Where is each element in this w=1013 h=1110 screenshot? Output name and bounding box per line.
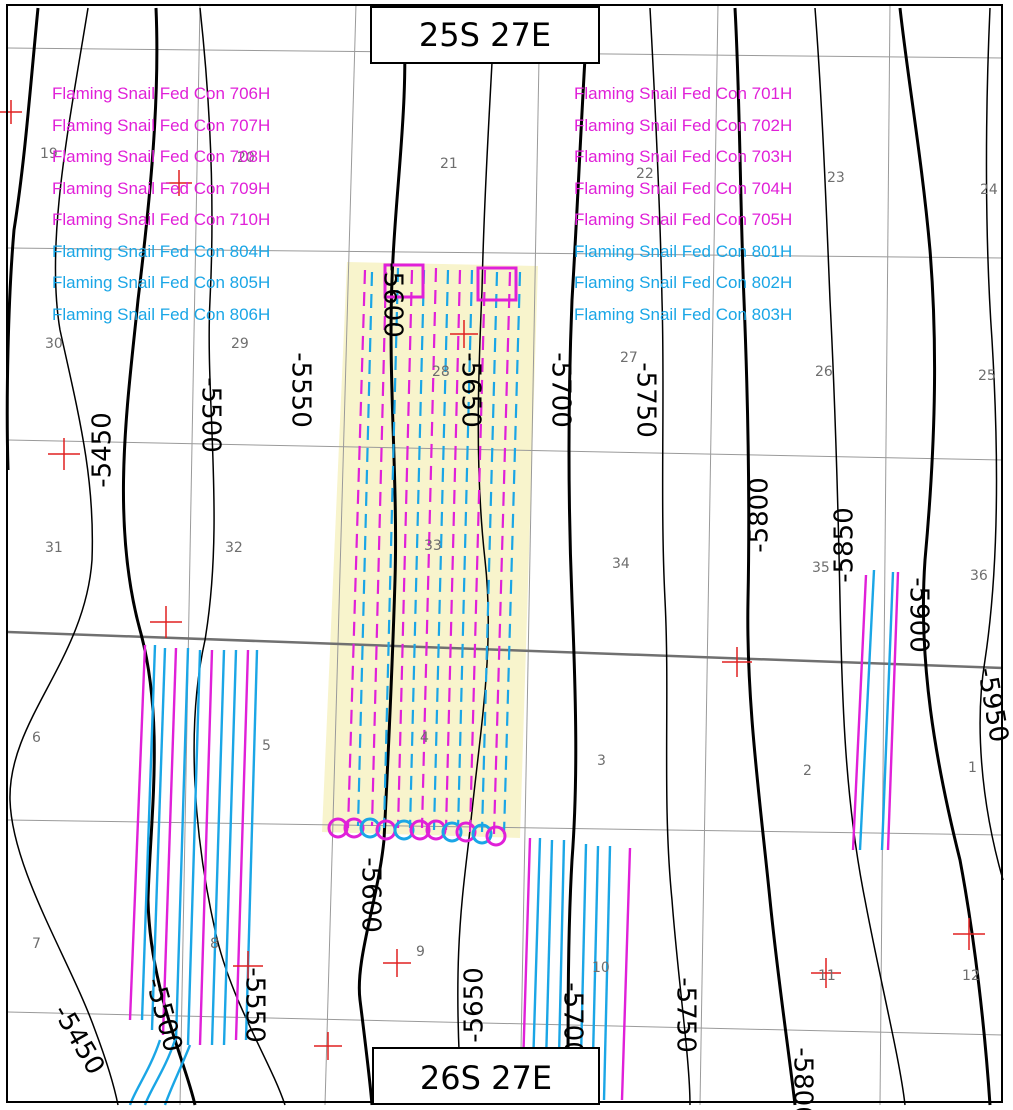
legend-entry: Flaming Snail Fed Con 803H bbox=[574, 304, 793, 324]
section-number: 33 bbox=[424, 538, 442, 554]
section-number: 25 bbox=[978, 368, 996, 384]
section-number: 12 bbox=[962, 968, 980, 984]
section-number: 1 bbox=[968, 760, 977, 776]
legend-entry: Flaming Snail Fed Con 703H bbox=[574, 147, 793, 166]
legend-entry: Flaming Snail Fed Con 801H bbox=[574, 241, 793, 261]
legend-entry: Flaming Snail Fed Con 804H bbox=[52, 241, 271, 261]
section-number: 2 bbox=[803, 763, 812, 779]
township-label-south: 26S 27E bbox=[372, 1047, 600, 1105]
section-number: 26 bbox=[815, 364, 833, 380]
contour-label: -5450 bbox=[88, 412, 118, 488]
section-number: 6 bbox=[32, 730, 41, 746]
township-label-north: 25S 27E bbox=[370, 6, 600, 64]
section-number: 24 bbox=[980, 182, 998, 198]
contour-label: -5700 bbox=[546, 352, 576, 428]
section-number: 34 bbox=[612, 556, 630, 572]
contour-label: -5850 bbox=[830, 507, 860, 583]
section-number: 29 bbox=[231, 336, 249, 352]
legend-entry: Flaming Snail Fed Con 701H bbox=[574, 84, 793, 103]
legend-entry: Flaming Snail Fed Con 708H bbox=[52, 147, 271, 166]
well-legend-left: Flaming Snail Fed Con 706H Flaming Snail … bbox=[52, 78, 270, 330]
section-number: 23 bbox=[827, 170, 845, 186]
contour-label: -5750 bbox=[631, 362, 661, 438]
section-number: 4 bbox=[420, 730, 429, 746]
section-number: 31 bbox=[45, 540, 63, 556]
section-number: 30 bbox=[45, 336, 63, 352]
section-number: 21 bbox=[440, 156, 458, 172]
section-number: 27 bbox=[620, 350, 638, 366]
legend-entry: Flaming Snail Fed Con 705H bbox=[574, 210, 793, 229]
wellbore-laterals bbox=[346, 267, 522, 835]
contour-label: -5800 bbox=[788, 1047, 818, 1110]
legend-entry: Flaming Snail Fed Con 702H bbox=[574, 115, 793, 135]
section-number: 35 bbox=[812, 560, 830, 576]
contour-label: -5550 bbox=[286, 352, 316, 428]
surface-location-boxes bbox=[383, 263, 518, 302]
section-number: 9 bbox=[416, 944, 425, 960]
legend-entry: Flaming Snail Fed Con 806H bbox=[52, 304, 271, 324]
contour-label: -5450 bbox=[47, 1000, 111, 1080]
contour-label: -5750 bbox=[671, 977, 701, 1053]
contour-label: -5600 bbox=[356, 857, 386, 933]
legend-entry: Flaming Snail Fed Con 805H bbox=[52, 273, 271, 292]
section-number: 19 bbox=[40, 146, 58, 162]
contour-label: -5900 bbox=[904, 577, 934, 653]
bottom-hole-circles bbox=[327, 817, 507, 847]
contour-label: -5600 bbox=[378, 262, 408, 338]
contour-label: -5650 bbox=[460, 967, 490, 1043]
section-number: 28 bbox=[432, 364, 450, 380]
well-legend-right: Flaming Snail Fed Con 701H Flaming Snail … bbox=[574, 78, 792, 330]
contour-label: -5650 bbox=[456, 352, 486, 428]
township-boundary bbox=[7, 630, 1004, 670]
contour-label: -5800 bbox=[745, 477, 775, 553]
contour-label: -5700 bbox=[558, 982, 588, 1058]
legend-entry: Flaming Snail Fed Con 706H bbox=[52, 84, 271, 103]
red-crosses bbox=[0, 100, 985, 1060]
section-number: 3 bbox=[597, 753, 606, 769]
section-number: 8 bbox=[210, 936, 219, 952]
section-number: 10 bbox=[592, 960, 610, 976]
legend-entry: Flaming Snail Fed Con 707H bbox=[52, 115, 271, 135]
legend-entry: Flaming Snail Fed Con 710H bbox=[52, 210, 271, 229]
contour-label: -5550 bbox=[240, 967, 270, 1043]
section-number: 36 bbox=[970, 568, 988, 584]
section-number: 11 bbox=[818, 968, 836, 984]
legend-entry: Flaming Snail Fed Con 704H bbox=[574, 178, 793, 198]
section-number: 7 bbox=[32, 936, 41, 952]
legend-entry: Flaming Snail Fed Con 802H bbox=[574, 273, 793, 292]
contour-label: -5950 bbox=[971, 665, 1013, 745]
section-number: 32 bbox=[225, 540, 243, 556]
section-number: 22 bbox=[636, 166, 654, 182]
legend-entry: Flaming Snail Fed Con 709H bbox=[52, 178, 271, 198]
section-number: 5 bbox=[262, 738, 271, 754]
contour-label: -5500 bbox=[196, 377, 226, 453]
section-number: 20 bbox=[237, 150, 255, 166]
